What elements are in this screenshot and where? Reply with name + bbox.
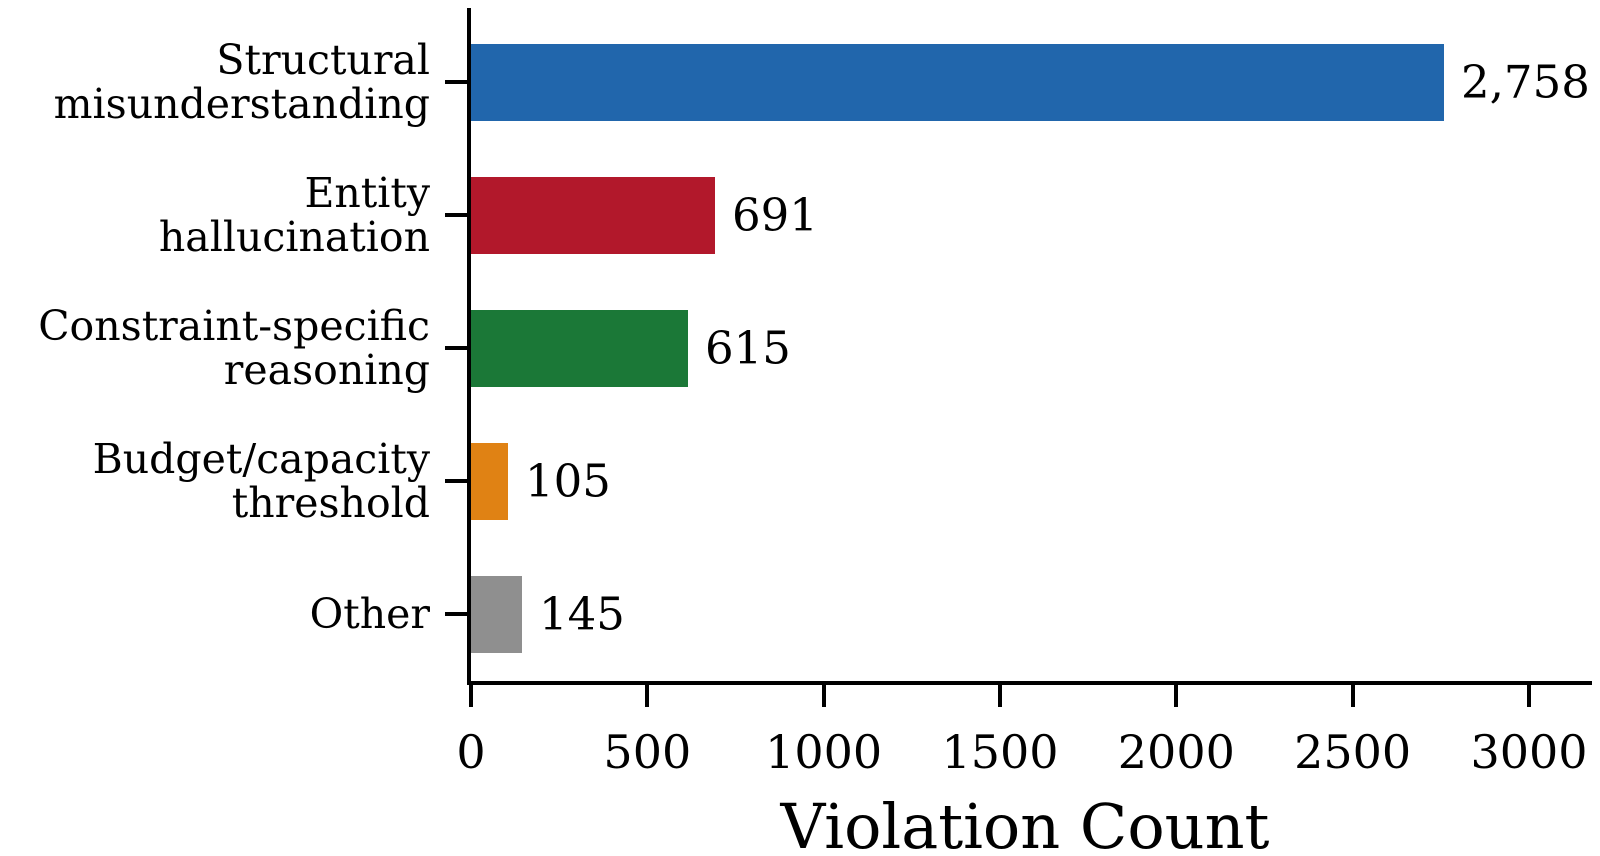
y-tick-mark	[445, 346, 467, 350]
bar-1	[471, 43, 1444, 121]
x-tick-label: 2500	[1294, 725, 1412, 779]
x-tick-mark	[645, 685, 650, 707]
y-tick-mark	[445, 213, 467, 217]
x-tick-label: 500	[603, 725, 692, 779]
bar-value-label: 2,758	[1461, 55, 1590, 109]
x-axis-spine	[467, 681, 1592, 685]
bar-value-label: 615	[705, 321, 791, 375]
category-label: Other	[310, 592, 430, 636]
y-tick-mark	[445, 612, 467, 616]
x-tick-label: 0	[456, 725, 486, 779]
category-label-line: hallucination	[158, 213, 430, 261]
category-label-line: Budget/capacity	[92, 435, 430, 483]
x-tick-label: 3000	[1470, 725, 1588, 779]
x-axis-label: Violation Count	[780, 790, 1270, 856]
category-label-line: Other	[309, 590, 430, 638]
x-tick-mark	[1527, 685, 1531, 707]
y-tick-mark	[445, 80, 467, 84]
category-label-line: misunderstanding	[53, 80, 430, 128]
category-label-line: Structural	[216, 36, 430, 84]
category-label-line: Entity	[304, 169, 430, 217]
category-label: Entity hallucination	[159, 171, 430, 259]
category-label-line: threshold	[231, 479, 430, 527]
x-tick-mark	[469, 685, 473, 707]
x-tick-mark	[821, 685, 826, 707]
category-label-line: reasoning	[223, 346, 430, 394]
x-tick-mark	[998, 685, 1002, 707]
x-tick-label: 1000	[765, 725, 883, 779]
bar-value-label: 105	[525, 454, 611, 508]
bar-3	[471, 309, 688, 387]
x-tick-mark	[1350, 685, 1355, 707]
y-axis-spine	[467, 8, 471, 685]
category-label: Structural misunderstanding	[54, 38, 430, 126]
x-tick-label: 2000	[1117, 725, 1235, 779]
category-label: Budget/capacity threshold	[93, 437, 430, 525]
bar-value-label: 145	[539, 587, 625, 641]
bar-5	[471, 575, 522, 653]
bar-value-label: 691	[732, 188, 818, 242]
x-tick-mark	[1174, 685, 1179, 707]
category-label: Constraint-specific reasoning	[38, 304, 430, 392]
y-tick-mark	[445, 479, 467, 483]
bar-2	[471, 176, 715, 254]
category-label-line: Constraint-specific	[38, 302, 430, 350]
bar-4	[471, 442, 508, 520]
x-tick-label: 1500	[941, 725, 1059, 779]
